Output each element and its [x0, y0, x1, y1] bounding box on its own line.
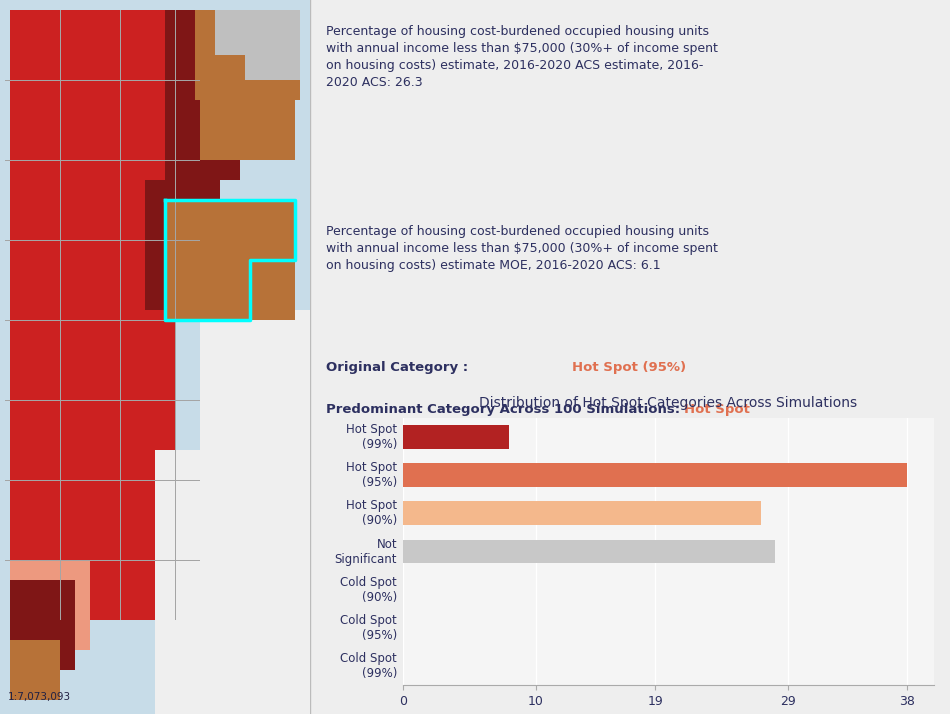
Text: Percentage of housing cost-burdened occupied housing units
with annual income le: Percentage of housing cost-burdened occu… — [326, 25, 718, 89]
Text: 1:7,073,093: 1:7,073,093 — [8, 692, 71, 702]
Text: Percentage of housing cost-burdened occupied housing units
with annual income le: Percentage of housing cost-burdened occu… — [326, 225, 718, 272]
Text: Predominant Category Across 100 Simulations:: Predominant Category Across 100 Simulati… — [326, 403, 685, 416]
Text: Original Category :: Original Category : — [326, 361, 473, 373]
Text: Hot Spot (95%): Hot Spot (95%) — [573, 361, 687, 373]
Bar — [403, 463, 907, 487]
Bar — [403, 540, 774, 563]
Bar — [403, 425, 509, 448]
Title: Distribution of Hot Spot Categories Across Simulations: Distribution of Hot Spot Categories Acro… — [480, 396, 858, 410]
Bar — [403, 501, 761, 526]
Text: Hot Spot
(95%): Hot Spot (95%) — [684, 403, 750, 431]
